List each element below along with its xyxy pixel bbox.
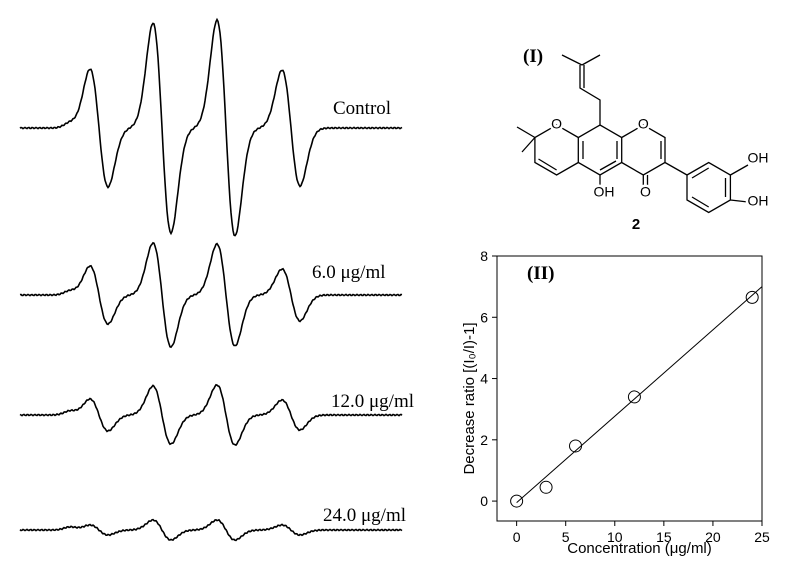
data-point xyxy=(510,494,524,508)
fit-line xyxy=(516,286,763,503)
atom-label: O xyxy=(640,184,651,200)
y-axis-label: Decrease ratio [(I₀/I)-1] xyxy=(461,322,478,474)
atom-label: O xyxy=(638,116,649,132)
atom-label: O xyxy=(551,116,562,132)
esr-spectra: Control 6.0 μg/ml 12.0 μg/ml 24.0 μg/ml xyxy=(19,17,414,542)
data-point xyxy=(539,480,553,494)
plot-frame xyxy=(496,255,763,522)
spectrum-label: Control xyxy=(333,98,391,119)
spectrum-trace xyxy=(19,383,403,447)
spectrum-label: 6.0 μg/ml xyxy=(312,262,386,283)
scatter-plot: 0 5 10 15 20 25 0 2 4 6 8 (II) Concentration (μg/ml)… xyxy=(461,248,770,557)
spectrum-label: 12.0 μg/ml xyxy=(331,391,414,412)
y-tick-label: 2 xyxy=(480,432,488,448)
spectrum-trace xyxy=(19,17,403,237)
chemical-structure: O O O OH OH OH (I) 2 xyxy=(516,46,771,233)
y-tick-label: 8 xyxy=(480,248,488,264)
bonds xyxy=(516,54,749,214)
x-tick-label: 0 xyxy=(513,529,521,545)
atom-label: OH xyxy=(594,184,615,200)
x-axis-label: Concentration (μg/ml) xyxy=(567,540,712,557)
atom-label: OH xyxy=(748,193,769,209)
y-tick-label: 0 xyxy=(480,493,488,509)
panel-label: (I) xyxy=(523,46,543,67)
spectrum-trace xyxy=(19,241,403,349)
compound-number: 2 xyxy=(632,216,640,233)
data-point xyxy=(745,290,759,304)
x-tick-label: 25 xyxy=(754,529,770,545)
x-tick-label: 10 xyxy=(607,529,623,545)
atom-label: OH xyxy=(748,150,769,166)
x-tick-label: 15 xyxy=(656,529,672,545)
panel-label: (II) xyxy=(527,263,554,284)
y-tick-label: 4 xyxy=(480,371,488,387)
y-tick-label: 6 xyxy=(480,309,488,325)
x-tick-label: 5 xyxy=(562,529,570,545)
data-point xyxy=(627,390,641,404)
x-tick-label: 20 xyxy=(705,529,721,545)
spectrum-label: 24.0 μg/ml xyxy=(323,505,406,526)
data-point xyxy=(569,439,583,453)
spectrum-trace xyxy=(19,518,403,542)
